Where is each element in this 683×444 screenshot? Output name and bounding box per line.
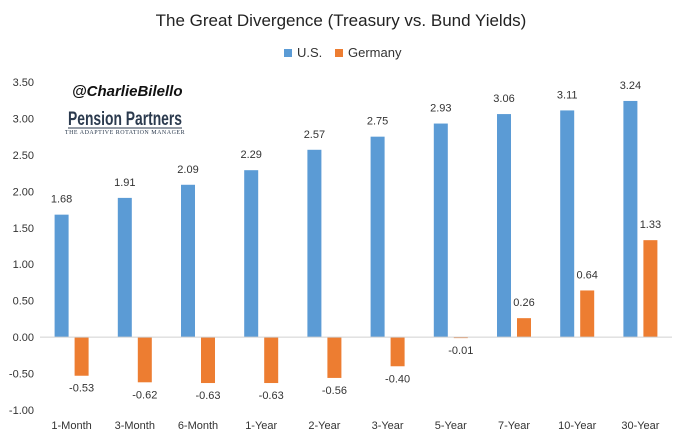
x-tick-label: 5-Year xyxy=(435,420,467,432)
x-tick-label: 6-Month xyxy=(178,420,218,432)
x-axis: 1-Month 3-Month 6-Month 1-Year 2-Year 3-Year 5… xyxy=(51,420,659,432)
value-label-germany: -0.62 xyxy=(132,389,157,401)
value-label-germany: -0.53 xyxy=(69,383,94,395)
y-tick-label: 0.00 xyxy=(13,332,34,344)
value-label-us: 2.93 xyxy=(430,103,451,115)
bar-germany xyxy=(137,337,152,383)
bar-germany xyxy=(264,337,279,384)
bar-germany xyxy=(327,337,342,378)
bar-germany xyxy=(517,318,531,338)
bar-us xyxy=(433,123,448,338)
y-tick-label: 0.50 xyxy=(13,296,34,308)
y-tick-label: 1.00 xyxy=(13,259,34,271)
bar-us xyxy=(117,197,132,338)
bar-germany xyxy=(201,337,215,384)
pension-partners-logo: Pension Partners xyxy=(68,109,182,130)
value-label-germany: 0.26 xyxy=(513,297,534,309)
y-tick-label: -1.00 xyxy=(9,405,34,417)
bar-us xyxy=(560,110,575,338)
y-tick-label: 3.00 xyxy=(13,113,34,125)
legend-label-us: U.S. xyxy=(297,45,322,60)
bar-us xyxy=(623,100,638,338)
value-label-us: 3.11 xyxy=(557,89,578,101)
bar-germany xyxy=(390,337,405,367)
bar-us xyxy=(370,136,385,338)
value-label-germany: 1.33 xyxy=(640,219,661,231)
y-tick-label: 1.50 xyxy=(13,223,34,235)
legend-swatch-us xyxy=(284,49,292,57)
value-label-us: 2.75 xyxy=(367,116,388,128)
x-tick-label: 3-Year xyxy=(372,420,404,432)
value-label-us: 3.06 xyxy=(493,93,514,105)
value-label-us: 1.91 xyxy=(114,177,135,189)
value-label-us: 2.09 xyxy=(177,164,198,176)
value-label-us: 2.29 xyxy=(240,149,261,161)
bar-us xyxy=(181,184,195,338)
bar-us xyxy=(54,214,69,338)
value-label-germany: -0.63 xyxy=(195,390,220,402)
y-tick-label: 2.00 xyxy=(13,186,34,198)
value-labels: 1.68 -0.53 1.91 -0.62 2.09 -0.63 2.29 -0.63 2.57… xyxy=(51,80,661,402)
chart-title: The Great Divergence (Treasury vs. Bund … xyxy=(156,11,527,30)
logo-tagline: THE ADAPTIVE ROTATION MANAGER xyxy=(65,130,185,136)
value-label-us: 2.57 xyxy=(304,129,325,141)
y-tick-label: 2.50 xyxy=(13,150,34,162)
twitter-handle: @CharlieBilello xyxy=(72,83,183,100)
bar-germany xyxy=(580,290,595,338)
value-label-germany: -0.40 xyxy=(385,373,410,385)
value-label-germany: -0.63 xyxy=(259,390,284,402)
value-label-us: 3.24 xyxy=(620,80,641,92)
y-axis: 3.50 3.00 2.50 2.00 1.50 1.00 0.50 0.00 -0.50 -1.… xyxy=(9,77,34,417)
x-tick-label: 1-Month xyxy=(51,420,91,432)
value-label-germany: -0.56 xyxy=(322,385,347,397)
bars xyxy=(54,100,658,384)
x-tick-label: 2-Year xyxy=(308,420,340,432)
legend-swatch-germany xyxy=(335,49,343,57)
bar-germany xyxy=(643,240,658,338)
bar-us xyxy=(307,149,322,338)
bar-germany xyxy=(74,337,89,376)
bar-us xyxy=(497,114,511,338)
x-tick-label: 1-Year xyxy=(245,420,277,432)
y-tick-label: -0.50 xyxy=(9,369,34,381)
bar-us xyxy=(244,170,259,338)
legend: U.S. Germany xyxy=(284,45,402,60)
y-tick-label: 3.50 xyxy=(13,77,34,89)
legend-label-germany: Germany xyxy=(348,45,402,60)
value-label-germany: 0.64 xyxy=(576,269,597,281)
value-label-us: 1.68 xyxy=(51,194,72,206)
x-tick-label: 10-Year xyxy=(558,420,596,432)
x-tick-label: 7-Year xyxy=(498,420,530,432)
x-tick-label: 30-Year xyxy=(621,420,659,432)
value-label-germany: -0.01 xyxy=(448,345,473,357)
watermark: @CharlieBilello Pension Partners THE ADA… xyxy=(65,83,185,136)
x-tick-label: 3-Month xyxy=(115,420,155,432)
